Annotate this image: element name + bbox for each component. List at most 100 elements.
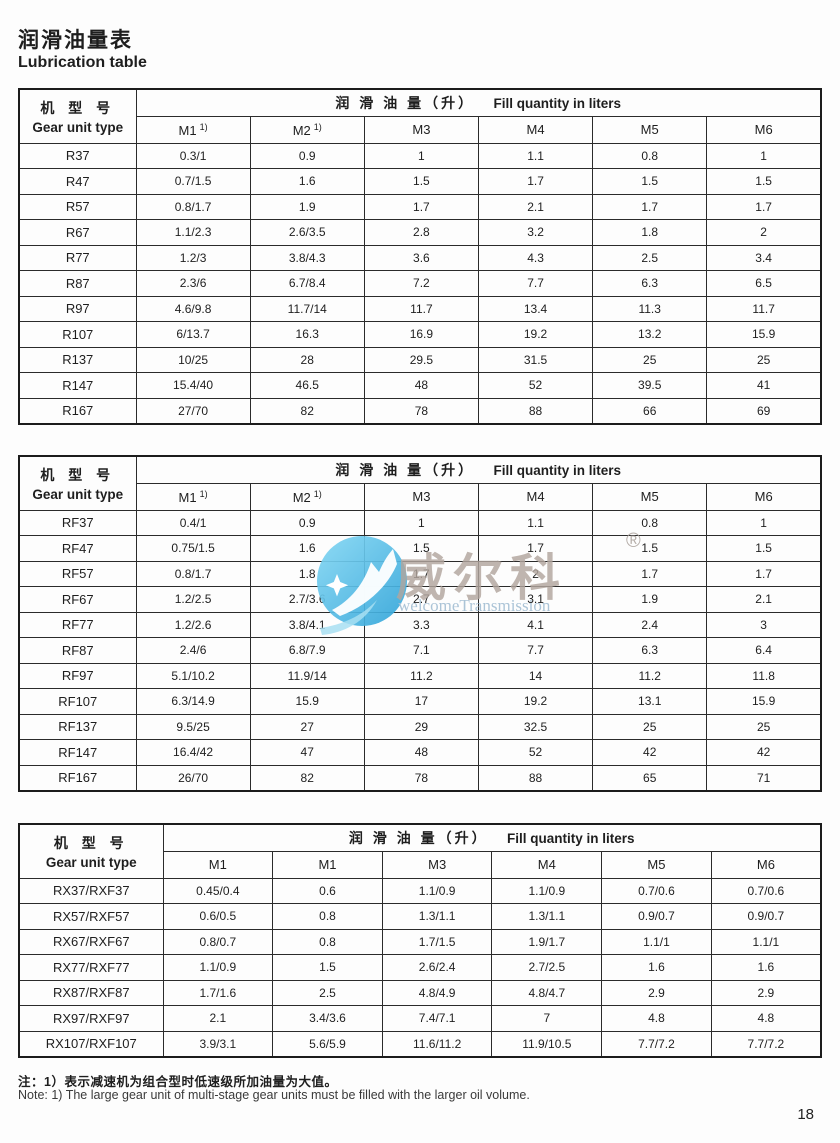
fill-quantity-value: 1.7 <box>477 535 594 562</box>
table-row: RF107 6.3/14.9 15.9 17 19.2 13.1 15.9 <box>18 688 822 715</box>
fill-quantity-value: 4.1 <box>477 611 594 638</box>
gear-unit-model: R47 <box>18 168 137 195</box>
table-row: RF87 2.4/6 6.8/7.9 7.1 7.7 6.3 6.4 <box>18 637 822 664</box>
table-row: R97 4.6/9.8 11.7/14 11.7 13.4 11.3 11.7 <box>18 295 822 322</box>
fill-quantity-value: 15.4/40 <box>135 372 251 399</box>
column-header-m4: M4 <box>491 850 603 879</box>
fill-quantity-value: 19.2 <box>477 321 594 348</box>
fill-quantity-value: 0.6/0.5 <box>162 903 274 930</box>
fill-quantity-value: 16.3 <box>249 321 365 348</box>
fill-quantity-value: 82 <box>249 764 365 791</box>
fill-quantity-value: 1.5 <box>706 168 822 195</box>
fill-quantity-value: 0.75/1.5 <box>135 535 251 562</box>
gear-unit-model: RF147 <box>18 739 137 766</box>
gear-unit-model: R57 <box>18 193 137 220</box>
fill-quantity-value: 25 <box>706 713 822 740</box>
gear-unit-model: R137 <box>18 346 137 373</box>
gear-unit-model: RX37/RXF37 <box>18 877 164 904</box>
fill-quantity-value: 4.8 <box>601 1005 712 1032</box>
column-header-m6: M6 <box>706 482 822 511</box>
gear-unit-model: R87 <box>18 270 137 297</box>
fill-quantity-value: 82 <box>249 397 365 424</box>
fill-quantity-value: 32.5 <box>477 713 594 740</box>
fill-quantity-value: 6.4 <box>706 637 822 664</box>
fill-quantity-value: 41 <box>706 372 822 399</box>
table-row: RX67/RXF67 0.8/0.7 0.8 1.7/1.5 1.9/1.7 1.1/1 1… <box>18 928 822 955</box>
table-row: RF57 0.8/1.7 1.8 1.7 2 1.7 1.7 <box>18 560 822 587</box>
model-header-en: Gear unit type <box>32 119 124 135</box>
fill-quantity-value: 1.2/3 <box>135 244 251 271</box>
fill-quantity-value: 1.8 <box>592 219 708 246</box>
table-row: RX97/RXF97 2.1 3.4/3.6 7.4/7.1 7 4.8 4.8 <box>18 1005 822 1032</box>
page-title-zh: 润滑油量表 <box>18 29 133 52</box>
fill-quantity-value: 1.1/1 <box>601 928 712 955</box>
fill-quantity-value: 25 <box>592 346 708 373</box>
gear-unit-model: RF137 <box>18 713 137 740</box>
fill-quantity-value: 11.7/14 <box>249 295 365 322</box>
gear-unit-model: RX87/RXF87 <box>18 979 164 1006</box>
column-header-m5: M5 <box>601 850 712 879</box>
fill-quantity-value: 11.9/10.5 <box>491 1030 603 1057</box>
fill-quantity-value: 11.8 <box>706 662 822 689</box>
model-header-zh: 机 型 号 <box>53 834 129 851</box>
column-header-m4: M4 <box>477 482 594 511</box>
fill-quantity-value: 1.5 <box>592 168 708 195</box>
table-row: R47 0.7/1.5 1.6 1.5 1.7 1.5 1.5 <box>18 168 822 195</box>
fill-quantity-value: 2.9 <box>601 979 712 1006</box>
gear-unit-model: RX97/RXF97 <box>18 1005 164 1032</box>
fill-quantity-value: 1.6 <box>601 954 712 981</box>
fill-quantity-value: 15.9 <box>706 321 822 348</box>
fill-quantity-value: 0.9 <box>249 142 365 169</box>
fill-quantity-value: 26/70 <box>135 764 251 791</box>
fill-quantity-value: 11.2 <box>363 662 479 689</box>
fill-quantity-value: 1.6 <box>249 168 365 195</box>
fill-quantity-value: 1.1 <box>477 509 594 536</box>
table-row: RX37/RXF37 0.45/0.4 0.6 1.1/0.9 1.1/0.9 0.7/0… <box>18 877 822 904</box>
fill-quantity-value: 1.6 <box>249 535 365 562</box>
gear-unit-model: RF57 <box>18 560 137 587</box>
fill-quantity-value: 0.9/0.7 <box>710 903 822 930</box>
fill-quantity-value: 0.6 <box>272 877 383 904</box>
gear-unit-model: RF77 <box>18 611 137 638</box>
page-title-en: Lubrication table <box>18 54 147 71</box>
fill-quantity-value: 31.5 <box>477 346 594 373</box>
fill-quantity-value: 2 <box>477 560 594 587</box>
fill-quantity-value: 65 <box>592 764 708 791</box>
fill-quantity-value: 1.1 <box>477 142 594 169</box>
table-row: R147 15.4/40 46.5 48 52 39.5 41 <box>18 372 822 399</box>
column-header-m1: M1 1) <box>135 115 251 144</box>
fill-quantity-value: 11.7 <box>363 295 479 322</box>
fill-quantity-value: 3.9/3.1 <box>162 1030 274 1057</box>
fill-quantity-value: 29.5 <box>363 346 479 373</box>
fill-quantity-value: 3.3 <box>363 611 479 638</box>
model-header-en: Gear unit type <box>32 486 124 502</box>
table-row: RF37 0.4/1 0.9 1 1.1 0.8 1 <box>18 509 822 536</box>
lubrication-table: 机 型 号 Gear unit type 润 滑 油 量（升） Fill qua… <box>18 88 822 425</box>
fill-quantity-header: 润 滑 油 量（升） Fill quantity in liters <box>135 88 822 117</box>
fill-quantity-value: 17 <box>363 688 479 715</box>
fill-quantity-value: 0.8 <box>592 142 708 169</box>
fill-quantity-value: 6/13.7 <box>135 321 251 348</box>
model-header-zh: 机 型 号 <box>40 99 116 116</box>
fill-quantity-value: 0.7/0.6 <box>710 877 822 904</box>
fill-quantity-value: 0.3/1 <box>135 142 251 169</box>
fill-quantity-value: 7.4/7.1 <box>381 1005 493 1032</box>
fill-quantity-value: 1.5 <box>363 535 479 562</box>
fill-quantity-value: 11.2 <box>592 662 708 689</box>
footnote-marker: 1) <box>199 121 208 132</box>
fill-header-zh: 润 滑 油 量（升） <box>348 829 489 846</box>
fill-quantity-value: 1.3/1.1 <box>491 903 603 930</box>
fill-quantity-value: 25 <box>592 713 708 740</box>
gear-unit-model: RF37 <box>18 509 137 536</box>
fill-quantity-value: 16.4/42 <box>135 739 251 766</box>
lubrication-table: 机 型 号 Gear unit type 润 滑 油 量（升） Fill qua… <box>18 455 822 792</box>
lubrication-table-rf-series: 机 型 号 Gear unit type 润 滑 油 量（升） Fill qua… <box>18 455 822 792</box>
column-header-m5: M5 <box>592 482 708 511</box>
fill-quantity-value: 1 <box>363 142 479 169</box>
fill-header-en: Fill quantity in liters <box>493 462 622 478</box>
gear-unit-model: R77 <box>18 244 137 271</box>
column-header-m3: M3 <box>381 850 493 879</box>
fill-quantity-value: 1.7 <box>706 193 822 220</box>
footnote-marker: 1) <box>313 121 322 132</box>
fill-quantity-value: 0.7/0.6 <box>601 877 712 904</box>
